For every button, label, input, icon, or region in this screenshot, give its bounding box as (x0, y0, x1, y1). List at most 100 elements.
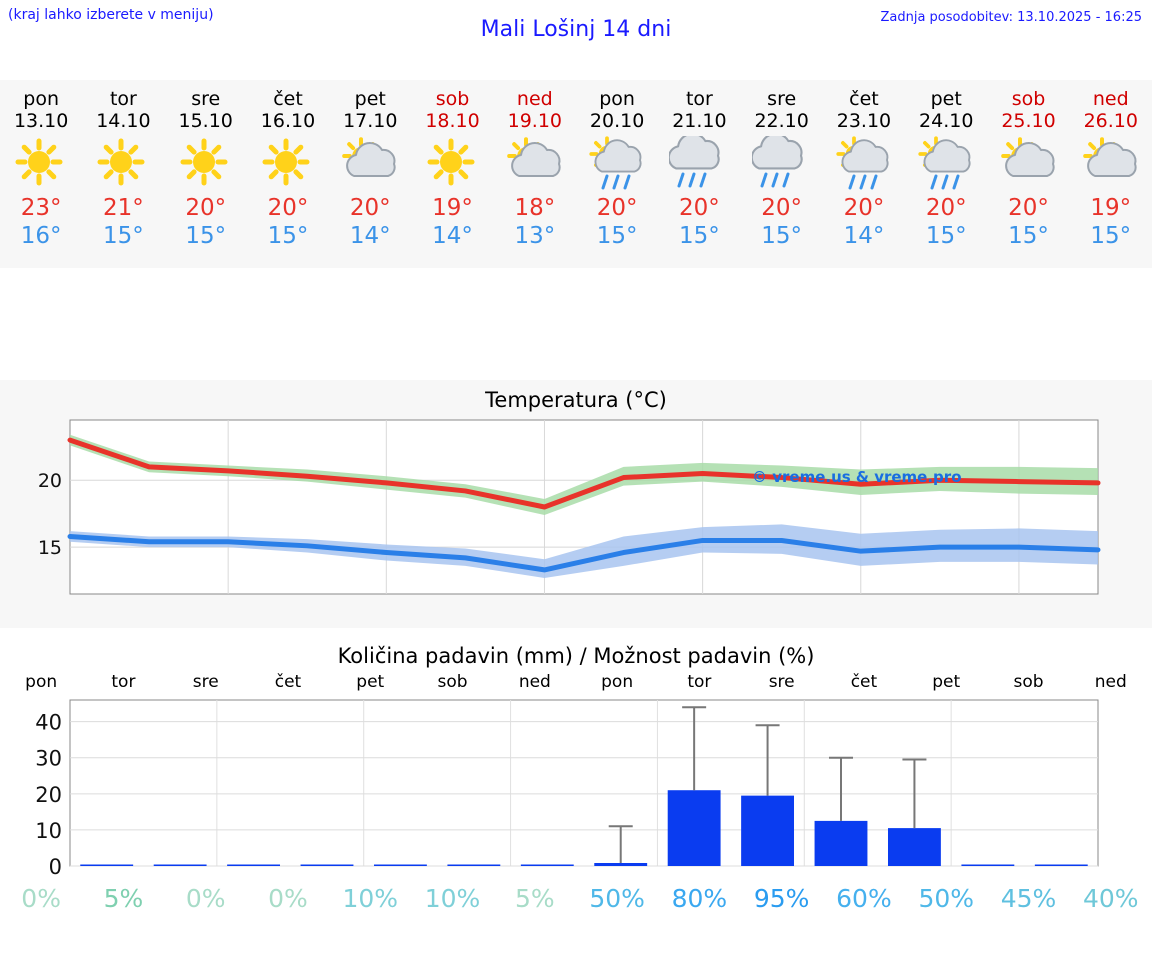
day-name: tor (685, 88, 713, 110)
day-high-temp: 20° (267, 195, 309, 221)
svg-text:0: 0 (49, 855, 62, 879)
temperature-chart-title: Temperatura (°C) (485, 388, 667, 412)
precipitation-day-label: pet (356, 672, 385, 692)
watermark: © vreme.us & vreme.pro (752, 468, 962, 486)
day-high-temp: 23° (20, 195, 62, 221)
day-name: pet (354, 88, 386, 110)
day-date: 18.10 (425, 110, 480, 132)
day-low-temp: 15° (925, 223, 967, 249)
precipitation-plot: 0 10 20 30 40 (35, 699, 1099, 879)
precipitation-day-label: tor (687, 672, 712, 692)
page-title: Mali Lošinj 14 dni (480, 17, 672, 42)
day-date: 22.10 (754, 110, 809, 132)
precipitation-day-label: čet (850, 672, 878, 692)
day-low-temp: 15° (103, 223, 144, 249)
temperature-chart: Temperatura (°C) 15 20 © vreme.us & vreme… (0, 380, 1152, 628)
day-name: sob (435, 88, 470, 110)
partly-cloudy-icon (329, 136, 411, 192)
day-column[interactable]: sob 18.10 19° 14° (411, 80, 493, 268)
precipitation-day-label: čet (274, 672, 302, 692)
partly-cloudy-icon (1070, 136, 1152, 192)
day-date: 15.10 (178, 110, 233, 132)
partly-cloudy-icon (987, 136, 1069, 192)
day-column[interactable]: sre 15.10 20° 15° (165, 80, 247, 268)
day-low-temp: 13° (514, 223, 556, 249)
day-name: čet (849, 88, 879, 110)
day-column[interactable]: pet 24.10 20° 15° (905, 80, 987, 268)
location-menu-note[interactable]: (kraj lahko izberete v meniju) (8, 7, 214, 23)
day-low-temp: 14° (843, 223, 885, 249)
day-high-temp: 20° (761, 195, 803, 221)
precipitation-probability: 5% (103, 884, 144, 913)
precipitation-day-label: sre (192, 672, 219, 692)
precipitation-probability: 50% (589, 884, 645, 913)
sunny-icon (411, 136, 493, 192)
day-date: 19.10 (507, 110, 563, 132)
precipitation-probability: 45% (1000, 884, 1057, 913)
rain-icon (741, 136, 823, 192)
precipitation-day-labels: pon tor sre čet pet sob ned pon tor sre čet pet sob n… (0, 672, 1152, 694)
day-high-temp: 19° (1090, 195, 1132, 221)
day-column[interactable]: čet 16.10 20° 15° (247, 80, 329, 268)
day-column[interactable]: pet 17.10 20° 14° (329, 80, 411, 268)
day-name: tor (109, 88, 137, 110)
rain-icon (658, 136, 740, 192)
day-name: čet (273, 88, 303, 110)
sunny-icon (247, 136, 329, 192)
precipitation-probability: 10% (424, 884, 481, 913)
day-column[interactable]: sre 22.10 20° 15° (741, 80, 823, 268)
day-low-temp: 14° (432, 223, 473, 249)
day-date: 26.10 (1083, 110, 1138, 132)
day-low-temp: 14° (349, 223, 391, 249)
sunny-icon (0, 136, 82, 192)
svg-text:20: 20 (35, 783, 62, 807)
precipitation-day-label: pon (601, 672, 634, 692)
precipitation-probability: 0% (268, 884, 308, 913)
day-column[interactable]: pon 13.10 23° 16° (0, 80, 82, 268)
day-high-temp: 21° (103, 195, 144, 221)
precipitation-day-label: sob (437, 672, 468, 692)
svg-text:40: 40 (35, 711, 62, 735)
day-date: 14.10 (96, 110, 151, 132)
day-date: 23.10 (836, 110, 892, 132)
day-column[interactable]: pon 20.10 20° 15° (576, 80, 658, 268)
precipitation-day-label: pon (25, 672, 58, 692)
day-date: 21.10 (672, 110, 727, 132)
day-date: 24.10 (919, 110, 974, 132)
day-high-temp: 18° (514, 195, 556, 221)
day-column[interactable]: tor 21.10 20° 15° (658, 80, 740, 268)
day-name: pon (23, 88, 59, 110)
day-name: pet (930, 88, 962, 110)
day-name: sob (1011, 88, 1046, 110)
precipitation-chart-title: Količina padavin (mm) / Možnost padavin … (337, 644, 815, 668)
day-column[interactable]: ned 19.10 18° 13° (494, 80, 576, 268)
sun-rain-icon (905, 136, 987, 192)
last-updated: Zadnja posodobitev: 13.10.2025 - 16:25 (880, 10, 1142, 25)
day-column[interactable]: sob 25.10 20° 15° (987, 80, 1069, 268)
precipitation-probability: 10% (342, 884, 399, 913)
day-column[interactable]: čet 23.10 20° 14° (823, 80, 905, 268)
day-low-temp: 15° (679, 223, 720, 249)
day-name: sre (767, 88, 797, 110)
precipitation-chart: Količina padavin (mm) / Možnost padavin … (0, 636, 1152, 946)
precipitation-probability: 0% (185, 884, 226, 913)
svg-text:20: 20 (38, 470, 62, 492)
precipitation-day-label: sob (1013, 672, 1044, 692)
day-date: 20.10 (589, 110, 645, 132)
day-column[interactable]: tor 14.10 21° 15° (82, 80, 164, 268)
page-header: (kraj lahko izberete v meniju) Mali Loši… (0, 0, 1152, 56)
svg-text:30: 30 (35, 747, 62, 771)
precipitation-day-label: pet (932, 672, 961, 692)
day-high-temp: 20° (185, 195, 227, 221)
svg-text:10: 10 (35, 819, 62, 843)
svg-text:15: 15 (38, 537, 62, 559)
precipitation-probability: 40% (1083, 884, 1139, 913)
day-column[interactable]: ned 26.10 19° 15° (1070, 80, 1152, 268)
precipitation-probability: 0% (21, 884, 61, 913)
day-date: 13.10 (13, 110, 69, 132)
day-low-temp: 15° (1008, 223, 1049, 249)
day-high-temp: 20° (349, 195, 391, 221)
day-name: sre (191, 88, 221, 110)
precipitation-probability: 95% (753, 884, 810, 913)
